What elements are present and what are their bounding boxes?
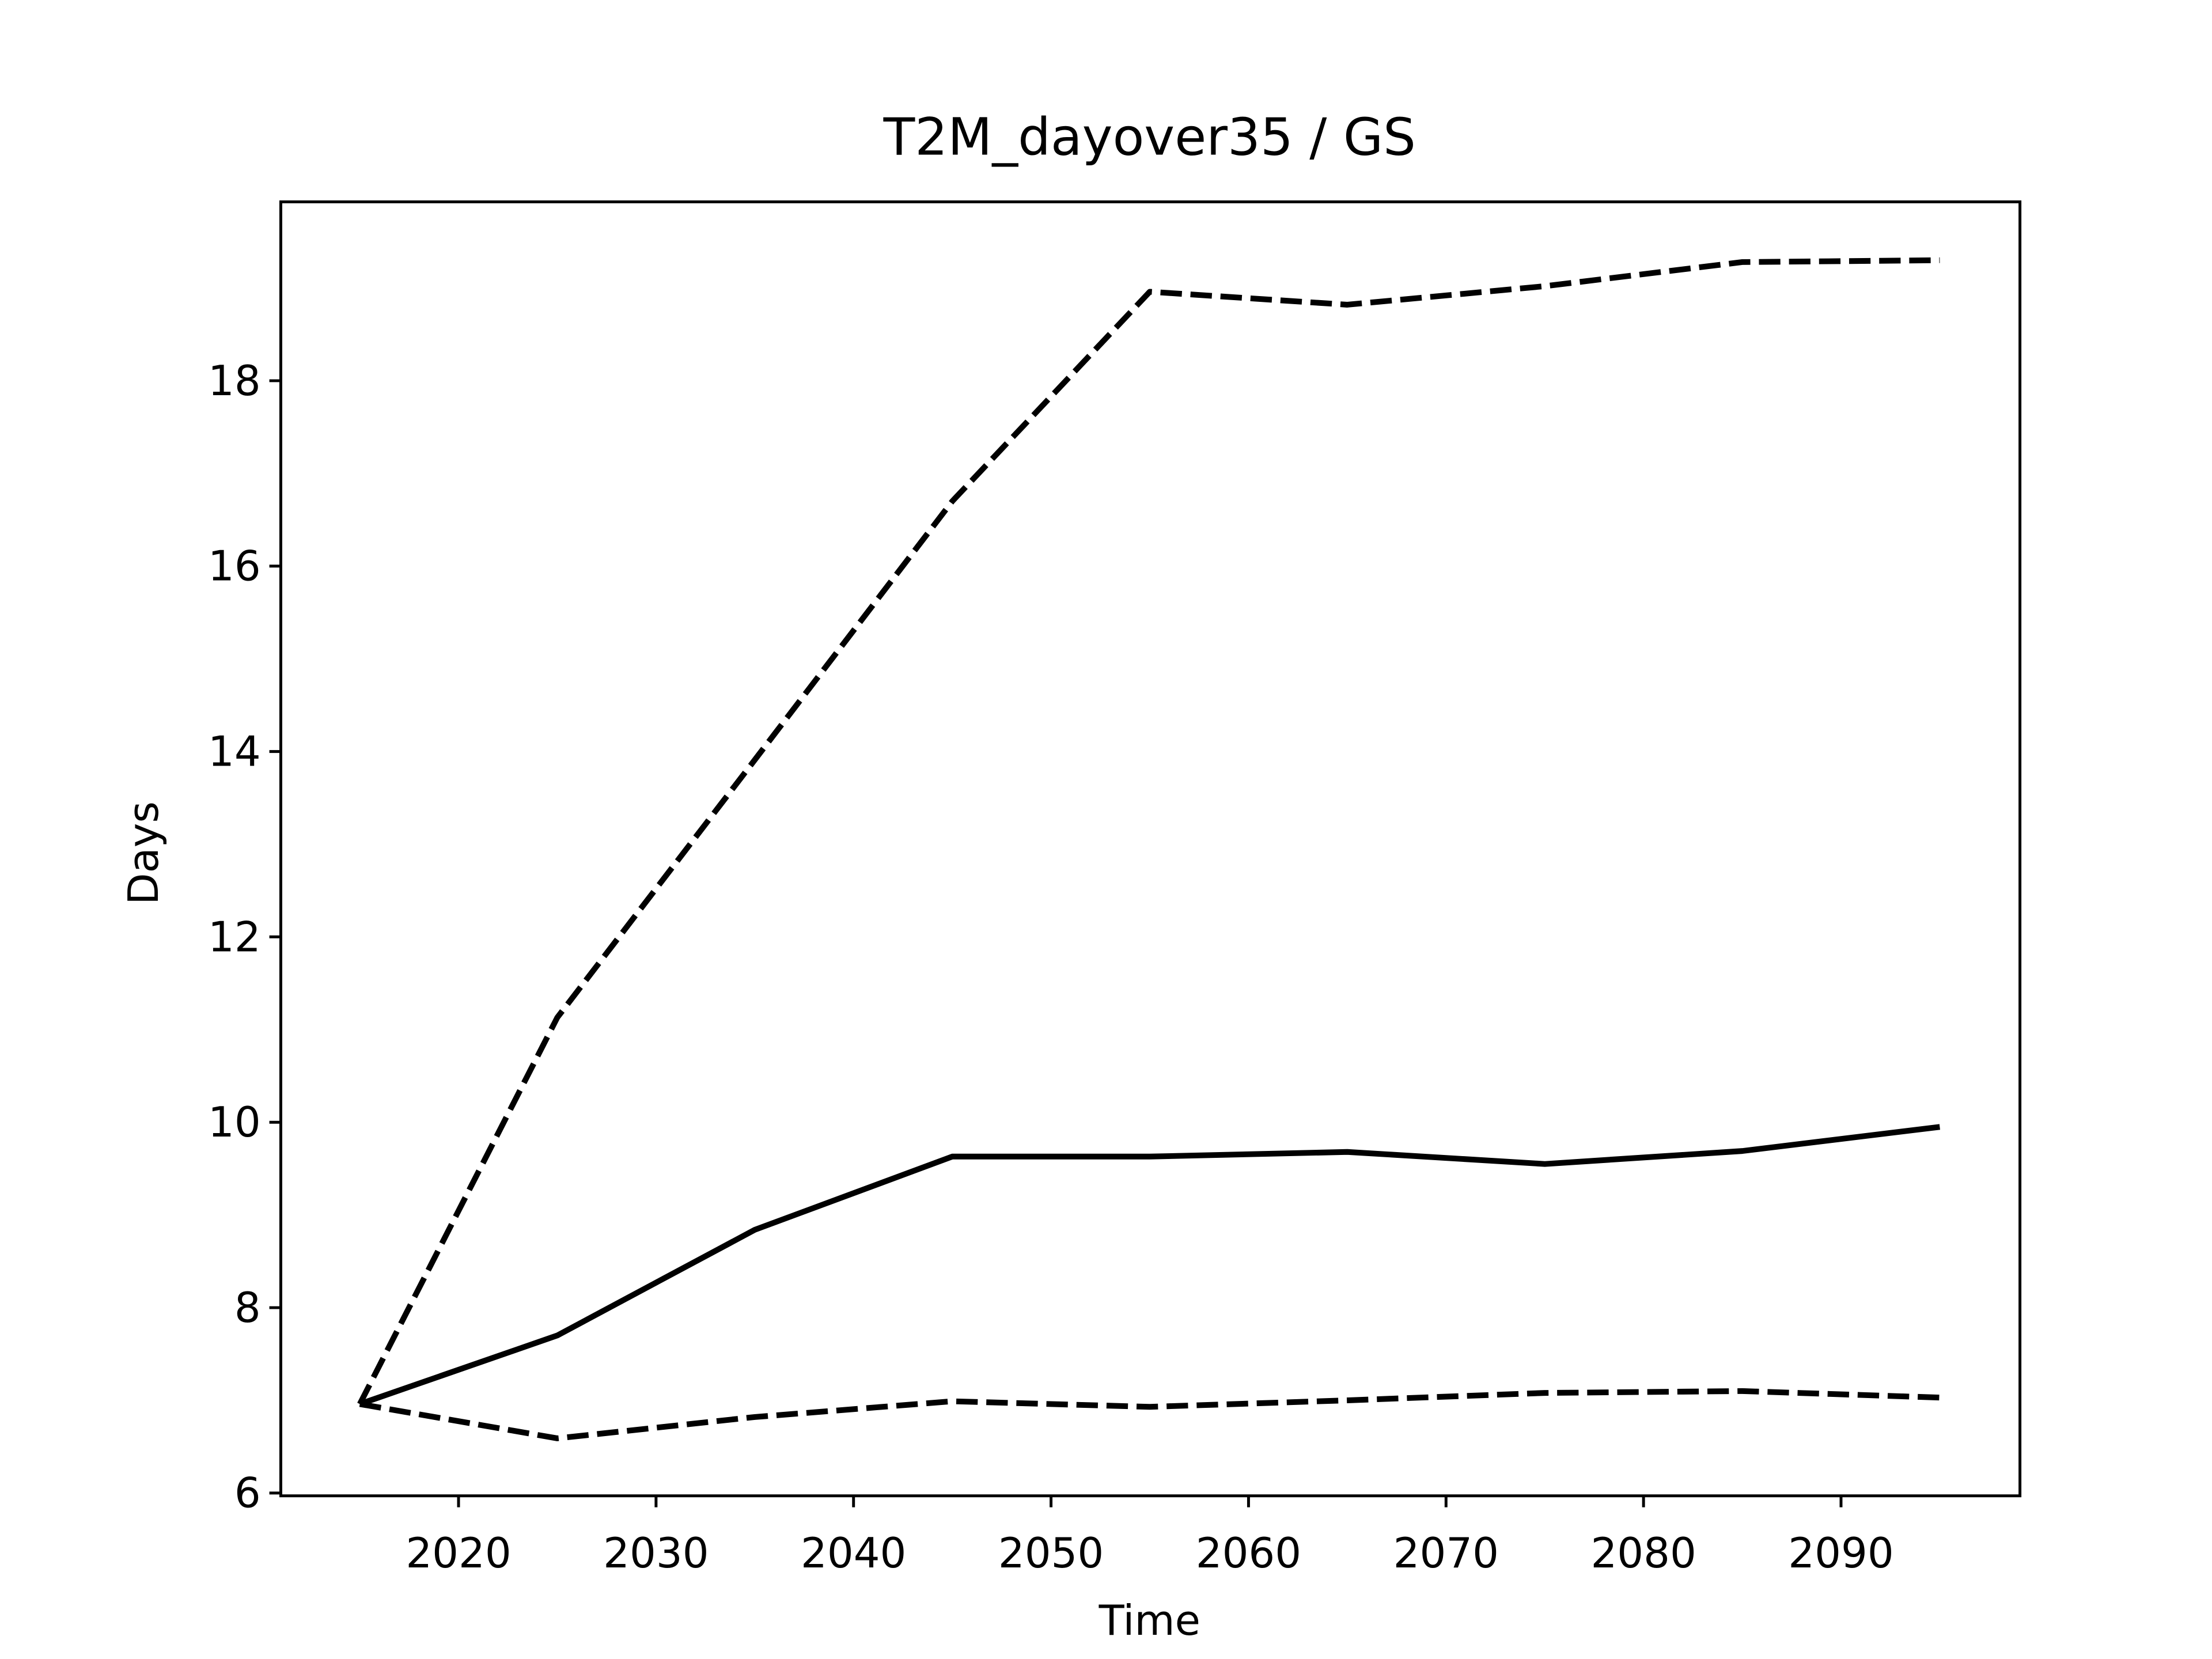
chart-title: T2M_dayover35 / GS <box>883 107 1416 167</box>
y-tick-label: 18 <box>208 357 261 405</box>
x-tick-label: 2080 <box>1590 1529 1696 1577</box>
y-tick-label: 10 <box>208 1098 261 1146</box>
plot-area: 6 8 10 12 14 16 18 2020 2030 2040 2050 2060 2070 2080… <box>208 257 1941 1577</box>
x-tick-label: 2020 <box>406 1529 511 1577</box>
y-tick-label: 16 <box>208 542 261 590</box>
x-tick-label: 2040 <box>801 1529 906 1577</box>
x-tick-label: 2050 <box>998 1529 1104 1577</box>
x-tick-label: 2060 <box>1196 1529 1301 1577</box>
y-tick-label: 6 <box>234 1469 261 1517</box>
x-tick-label: 2070 <box>1393 1529 1499 1577</box>
data-line <box>359 1388 1940 1441</box>
x-tick-label: 2030 <box>603 1529 709 1577</box>
x-axis-label: Time <box>1099 1596 1200 1645</box>
y-tick-label: 14 <box>208 727 261 775</box>
x-tick-label: 2090 <box>1788 1529 1893 1577</box>
data-line <box>357 257 1940 1406</box>
y-tick-label: 8 <box>234 1283 261 1332</box>
y-tick-label: 12 <box>208 912 261 961</box>
axes-frame <box>279 200 2022 1498</box>
y-axis-label: Days <box>119 801 168 905</box>
data-line <box>358 1124 1941 1407</box>
